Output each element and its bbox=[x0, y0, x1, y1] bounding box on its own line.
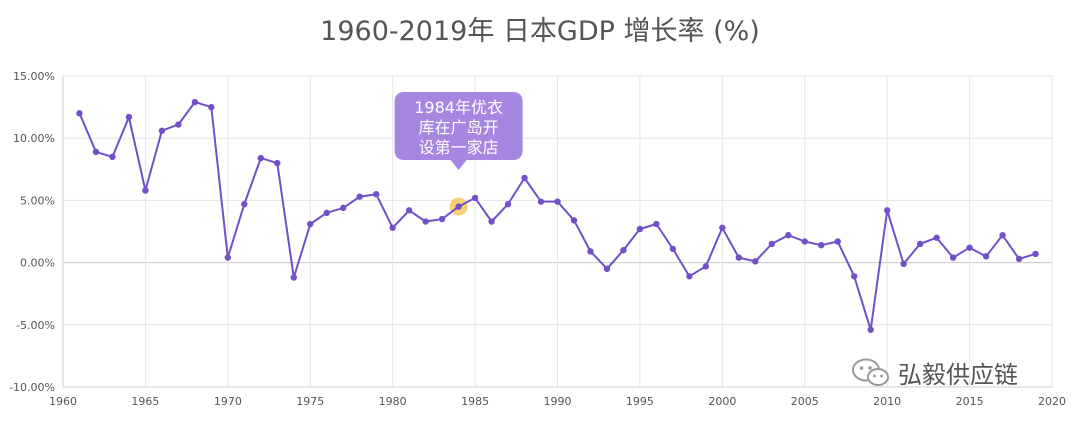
data-point bbox=[109, 153, 116, 161]
data-point bbox=[949, 254, 957, 261]
data-point bbox=[455, 203, 462, 210]
data-point bbox=[125, 113, 133, 121]
data-point bbox=[191, 98, 199, 106]
data-point bbox=[92, 148, 100, 156]
data-point bbox=[340, 204, 347, 212]
annotation-bubble bbox=[394, 92, 523, 170]
data-point bbox=[323, 209, 330, 217]
watermark: 弘毅供应链 bbox=[852, 358, 1018, 389]
data-point bbox=[801, 238, 808, 245]
x-tick-label: 2020 bbox=[1038, 395, 1066, 408]
data-point bbox=[76, 110, 83, 117]
data-point bbox=[834, 238, 841, 245]
x-tick-label: 2005 bbox=[791, 395, 819, 408]
x-tick-label: 1965 bbox=[131, 395, 159, 408]
data-point bbox=[620, 246, 627, 254]
data-point bbox=[851, 273, 858, 280]
chart-title: 1960-2019年 日本GDP 增长率 (%) bbox=[320, 16, 760, 47]
watermark-text: 弘毅供应链 bbox=[898, 361, 1018, 389]
data-point bbox=[933, 234, 940, 241]
data-point bbox=[686, 273, 693, 280]
data-point bbox=[570, 217, 578, 224]
data-point bbox=[142, 187, 149, 194]
x-tick-label: 2000 bbox=[708, 395, 736, 408]
data-point bbox=[554, 198, 561, 205]
data-point bbox=[1032, 250, 1039, 258]
data-point bbox=[521, 174, 528, 182]
y-tick-label: -10.00% bbox=[9, 381, 55, 394]
data-point bbox=[488, 218, 495, 225]
axes: -10.00% -5.00% 0.00% 5.00% 10.00% 15.00% 1960 1… bbox=[9, 70, 1066, 408]
data-point bbox=[389, 224, 396, 231]
y-tick-label: 5.00% bbox=[20, 194, 55, 207]
data-point bbox=[241, 200, 248, 208]
x-tick-label: 1990 bbox=[544, 395, 572, 408]
grid-lines bbox=[62, 75, 1053, 388]
x-tick-label: 2015 bbox=[956, 395, 984, 408]
data-point bbox=[307, 220, 314, 228]
x-tick-label: 1960 bbox=[49, 395, 77, 408]
data-point bbox=[438, 215, 446, 223]
data-point bbox=[274, 159, 281, 167]
data-point bbox=[1015, 255, 1023, 263]
y-tick-label: 15.00% bbox=[13, 70, 55, 83]
data-point bbox=[719, 224, 726, 231]
data-point bbox=[768, 240, 775, 248]
wechat-icon bbox=[852, 358, 889, 386]
x-tick-label: 1995 bbox=[626, 395, 654, 408]
data-point bbox=[653, 220, 660, 228]
data-point bbox=[702, 263, 710, 270]
data-point bbox=[982, 253, 990, 260]
series-layer bbox=[76, 98, 1039, 333]
data-point bbox=[175, 121, 182, 128]
data-point bbox=[537, 198, 545, 205]
data-point bbox=[900, 260, 907, 268]
data-point bbox=[290, 274, 297, 281]
data-point bbox=[669, 245, 677, 253]
y-tick-label: 0.00% bbox=[20, 257, 55, 270]
x-tick-label: 1980 bbox=[379, 395, 407, 408]
data-point bbox=[785, 232, 792, 239]
data-point bbox=[224, 254, 232, 261]
data-point bbox=[999, 232, 1006, 239]
data-point bbox=[867, 326, 874, 333]
data-point bbox=[158, 127, 166, 134]
x-tick-label: 1975 bbox=[296, 395, 324, 408]
data-point bbox=[603, 265, 611, 273]
annotation-text-line: 设第一家店 bbox=[419, 138, 499, 157]
data-point bbox=[636, 225, 644, 233]
x-tick-label: 1970 bbox=[214, 395, 242, 408]
data-point bbox=[257, 154, 264, 162]
data-point bbox=[208, 103, 215, 111]
data-point bbox=[587, 248, 594, 255]
data-point bbox=[916, 240, 924, 248]
data-point bbox=[504, 200, 512, 208]
data-point bbox=[372, 190, 380, 198]
data-point bbox=[883, 207, 891, 214]
x-tick-label: 2010 bbox=[873, 395, 901, 408]
data-point bbox=[735, 254, 743, 261]
data-point bbox=[471, 194, 479, 202]
data-point bbox=[966, 244, 973, 251]
data-point bbox=[818, 241, 825, 249]
data-point bbox=[356, 193, 363, 200]
y-tick-label: 10.00% bbox=[13, 132, 55, 145]
annotation-text-line: 库在广岛开 bbox=[419, 118, 499, 137]
data-point bbox=[752, 258, 759, 265]
y-tick-label: -5.00% bbox=[16, 319, 55, 332]
data-point bbox=[422, 218, 429, 225]
annotation-text-line: 1984年优衣 bbox=[414, 98, 503, 117]
x-tick-label: 1985 bbox=[461, 395, 489, 408]
data-point bbox=[405, 207, 413, 214]
